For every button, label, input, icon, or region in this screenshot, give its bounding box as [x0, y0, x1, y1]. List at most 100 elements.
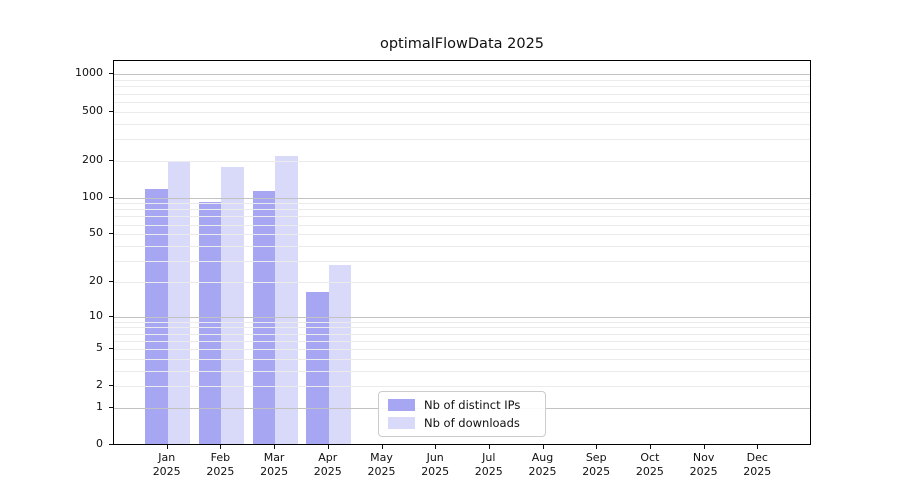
- x-tick-year: 2025: [474, 464, 503, 478]
- x-tick-mark: [703, 445, 705, 449]
- y-tick-label: 2: [96, 378, 103, 392]
- y-tick-mark: [109, 233, 113, 235]
- gridline-minor: [114, 209, 810, 211]
- gridline-minor: [114, 358, 810, 360]
- x-tick-month: Oct: [640, 451, 660, 464]
- x-tick-mark: [649, 445, 651, 449]
- gridline-minor: [114, 80, 810, 81]
- legend-item: Nb of downloads: [388, 416, 536, 430]
- gridline-major: [114, 316, 810, 318]
- x-tick-mark: [220, 445, 222, 449]
- bar-downloads-mar: [275, 156, 298, 444]
- grid-layer: [114, 61, 810, 444]
- y-tick-mark: [109, 110, 113, 112]
- x-tick-year: 2025: [635, 464, 664, 478]
- y-tick-label: 20: [89, 273, 103, 287]
- gridline-minor: [114, 224, 810, 226]
- y-tick-mark: [109, 385, 113, 387]
- y-tick-mark: [109, 73, 113, 75]
- gridline-minor: [114, 333, 810, 335]
- y-tick-mark: [109, 280, 113, 282]
- x-tick-month: Mar: [263, 451, 285, 464]
- x-tick-label: Feb 2025: [188, 451, 252, 478]
- gridline-minor: [114, 216, 810, 218]
- x-tick-month: Jun: [426, 451, 444, 464]
- gridline-minor: [114, 370, 810, 372]
- gridline-major: [114, 74, 810, 76]
- gridline-minor: [114, 281, 810, 283]
- bars-layer: [114, 61, 810, 444]
- x-tick-label: Aug 2025: [511, 451, 575, 478]
- gridline-minor: [114, 321, 810, 323]
- plot-area: [113, 60, 811, 445]
- x-tick-label: Apr 2025: [296, 451, 360, 478]
- y-tick-mark: [109, 315, 113, 317]
- x-tick-month: Dec: [746, 451, 768, 464]
- y-tick-mark: [109, 196, 113, 198]
- x-tick-mark: [435, 445, 437, 449]
- gridline-minor: [114, 138, 810, 140]
- gridline-minor: [114, 245, 810, 247]
- x-tick-year: 2025: [421, 464, 450, 478]
- y-tick-label: 1000: [75, 66, 103, 80]
- y-tick-label: 5: [96, 341, 103, 354]
- gridline-major: [114, 197, 810, 199]
- x-tick-year: 2025: [260, 464, 289, 478]
- gridline-minor: [114, 111, 810, 113]
- bar-distinct-ips-jan: [145, 188, 168, 444]
- gridline-minor: [114, 340, 810, 342]
- y-tick-label: 1: [96, 400, 103, 413]
- gridline-minor: [114, 160, 810, 162]
- gridline-minor: [114, 93, 810, 95]
- x-tick-label: Jul 2025: [457, 451, 521, 478]
- x-tick-mark: [381, 445, 383, 449]
- x-tick-mark: [166, 445, 168, 449]
- y-tick-label: 10: [89, 308, 103, 322]
- x-tick-year: 2025: [313, 464, 342, 478]
- x-tick-year: 2025: [689, 464, 718, 478]
- x-tick-month: Jul: [482, 451, 496, 464]
- bar-downloads-apr: [328, 265, 352, 444]
- y-tick-label: 100: [82, 189, 103, 203]
- x-tick-mark: [596, 445, 598, 449]
- gridline-minor: [114, 260, 810, 262]
- x-tick-label: Sep 2025: [564, 451, 628, 478]
- gridline-minor: [114, 349, 810, 350]
- gridline-minor: [114, 327, 810, 329]
- gridline-minor: [114, 203, 810, 205]
- x-tick-month: Aug: [531, 451, 554, 464]
- x-tick-mark: [757, 445, 759, 449]
- y-tick-mark: [109, 348, 113, 349]
- x-tick-label: Jan 2025: [135, 451, 199, 478]
- x-tick-year: 2025: [743, 464, 772, 478]
- gridline-minor: [114, 234, 810, 236]
- x-tick-mark: [488, 445, 490, 449]
- x-tick-year: 2025: [528, 464, 557, 478]
- legend-swatch-distinct-ips: [388, 399, 415, 411]
- x-tick-month: Apr: [318, 451, 338, 464]
- gridline-minor: [114, 123, 810, 125]
- y-tick-mark: [109, 159, 113, 161]
- legend-swatch-downloads: [388, 417, 415, 429]
- y-tick-mark: [109, 407, 113, 408]
- x-tick-year: 2025: [367, 464, 396, 478]
- x-tick-month: Jan: [158, 451, 176, 464]
- y-tick-label: 0: [96, 437, 103, 451]
- x-tick-mark: [274, 445, 276, 449]
- legend-item: Nb of distinct IPs: [388, 398, 536, 412]
- x-tick-mark: [327, 445, 329, 449]
- y-tick-mark: [109, 444, 113, 446]
- gridline-minor: [114, 101, 810, 103]
- legend-label: Nb of downloads: [424, 416, 520, 430]
- x-tick-month: May: [370, 451, 393, 464]
- gridline-minor: [114, 386, 810, 388]
- x-tick-label: Jun 2025: [403, 451, 467, 478]
- x-tick-month: Sep: [585, 451, 607, 464]
- legend-label: Nb of distinct IPs: [424, 398, 521, 412]
- x-tick-label: Oct 2025: [618, 451, 682, 478]
- x-tick-year: 2025: [582, 464, 611, 478]
- bar-distinct-ips-feb: [198, 201, 222, 444]
- gridline-minor: [114, 86, 810, 88]
- bar-distinct-ips-mar: [252, 191, 276, 444]
- x-tick-label: Dec 2025: [725, 451, 789, 478]
